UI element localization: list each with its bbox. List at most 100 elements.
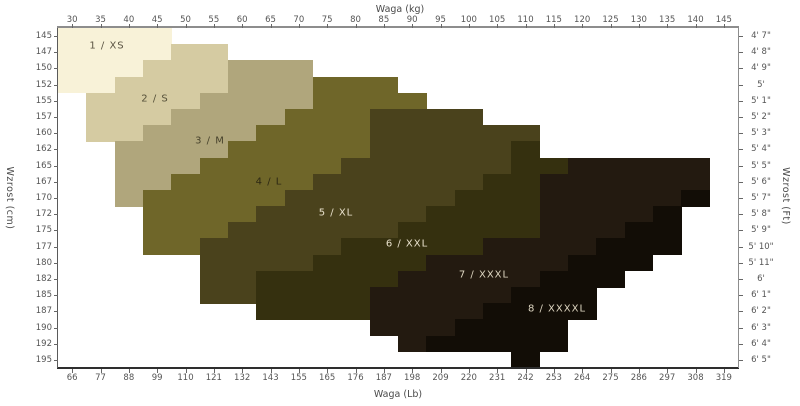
- size-cell-xxxl: [398, 287, 427, 304]
- size-cell-xxxl: [454, 287, 484, 304]
- size-cell-xl: [369, 157, 399, 175]
- bottom-tick-mark: [242, 369, 244, 373]
- size-cell-m: [228, 108, 257, 126]
- bottom-tick-mark: [667, 369, 669, 373]
- top-tick-label: 95: [435, 15, 446, 25]
- size-cell-l: [143, 222, 172, 239]
- size-cell-xs: [58, 44, 87, 61]
- left-tick-mark: [54, 278, 58, 280]
- size-cell-s: [143, 76, 172, 94]
- bottom-tick-mark: [610, 369, 612, 373]
- size-cell-m: [114, 189, 144, 207]
- right-tick-label: 6' 3": [751, 322, 771, 333]
- size-cell-xl: [228, 270, 257, 288]
- size-cell-xxxl: [539, 254, 569, 272]
- right-tick-mark: [739, 198, 743, 199]
- size-cell-xxl: [539, 157, 569, 175]
- size-cell-xxxl: [539, 222, 569, 239]
- right-tick-label: 5' 10": [748, 241, 774, 252]
- size-cell-s: [199, 44, 229, 61]
- size-cell-xxxxl: [568, 254, 597, 272]
- bottom-tick-label: 242: [517, 373, 534, 383]
- size-cell-xxxxl: [624, 254, 654, 272]
- size-cell-xl: [369, 125, 399, 142]
- size-cell-m: [199, 108, 229, 126]
- size-cell-xxxxl: [426, 335, 456, 353]
- size-label-xs: 1 / XS: [89, 40, 125, 52]
- size-cell-l: [369, 76, 399, 94]
- bottom-tick-mark: [327, 369, 329, 373]
- bottom-tick-mark: [525, 369, 527, 373]
- top-tick-label: 40: [123, 15, 135, 25]
- size-cell-l: [228, 141, 257, 159]
- top-tick-mark: [72, 24, 74, 28]
- size-cell-l: [256, 157, 286, 175]
- size-cell-xxl: [426, 222, 456, 239]
- size-cell-xxxl: [426, 303, 456, 320]
- size-cell-xxxxl: [539, 287, 569, 304]
- size-cell-xl: [369, 189, 399, 207]
- right-tick-label: 5' 1": [751, 95, 771, 106]
- size-cell-s: [143, 92, 172, 110]
- size-cell-l: [228, 157, 257, 175]
- top-tick-label: 85: [378, 15, 390, 25]
- size-cell-m: [284, 76, 314, 94]
- top-tick-label: 110: [517, 15, 534, 25]
- size-cell-xxxxl: [596, 238, 626, 256]
- right-tick-mark: [739, 262, 743, 264]
- size-cell-xxl: [454, 189, 484, 207]
- bottom-tick-label: 165: [319, 373, 336, 383]
- left-tick-mark: [54, 327, 58, 329]
- size-cell-xxxl: [596, 157, 626, 175]
- size-cell-xxl: [313, 254, 342, 272]
- size-label-xl: 5 / XL: [318, 207, 354, 219]
- top-tick-mark: [610, 24, 612, 28]
- left-tick-mark: [54, 262, 58, 264]
- top-tick-label: 75: [321, 15, 333, 25]
- size-cell-xxl: [341, 287, 371, 304]
- left-tick-mark: [54, 100, 58, 102]
- top-tick-mark: [497, 24, 499, 28]
- size-cell-xxl: [426, 238, 456, 256]
- right-tick-label: 5' 3": [751, 128, 771, 139]
- bottom-tick-mark: [412, 369, 414, 373]
- size-cell-xxl: [511, 222, 541, 239]
- top-tick-label: 80: [350, 15, 361, 25]
- size-cell-xs: [114, 60, 144, 78]
- left-tick-label: 180: [35, 257, 52, 268]
- size-cell-xxxxl: [483, 335, 512, 353]
- bottom-tick-label: 308: [687, 373, 704, 383]
- size-cell-m: [284, 60, 314, 78]
- size-cell-xxxxl: [511, 335, 541, 353]
- size-cell-xl: [483, 157, 512, 175]
- size-cell-xxl: [313, 270, 342, 288]
- bottom-tick-label: 297: [659, 373, 676, 383]
- bottom-tick-label: 187: [375, 373, 392, 383]
- size-cell-xl: [228, 238, 257, 256]
- size-cell-l: [199, 189, 229, 207]
- size-cell-xs: [86, 28, 116, 45]
- size-cell-xl: [228, 287, 257, 304]
- size-cell-xxxl: [568, 206, 597, 223]
- size-cell-xxxl: [624, 173, 654, 191]
- size-cell-xxl: [369, 238, 399, 256]
- size-cell-xl: [284, 238, 314, 256]
- right-tick-mark: [739, 359, 743, 361]
- size-cell-l: [341, 108, 371, 126]
- size-cell-xxxl: [596, 189, 626, 207]
- size-cell-xxl: [511, 189, 541, 207]
- size-cell-xxxl: [539, 238, 569, 256]
- size-cell-l: [284, 173, 314, 191]
- left-tick-mark: [54, 230, 58, 232]
- size-cell-xxxl: [483, 270, 512, 288]
- size-cell-xxxl: [596, 206, 626, 223]
- size-cell-l: [256, 189, 286, 207]
- right-tick-label: 6' 4": [751, 338, 771, 349]
- left-tick-label: 190: [35, 322, 52, 333]
- left-tick-mark: [54, 68, 58, 70]
- size-cell-l: [199, 222, 229, 239]
- top-tick-mark: [157, 24, 159, 28]
- size-cell-m: [256, 60, 286, 78]
- left-tick-label: 157: [35, 112, 52, 123]
- size-cell-xxxl: [454, 270, 484, 288]
